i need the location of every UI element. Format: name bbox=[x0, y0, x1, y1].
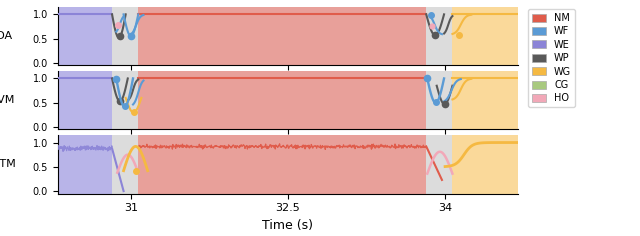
Bar bbox=[426, 135, 452, 194]
Bar bbox=[138, 71, 426, 129]
Bar bbox=[426, 71, 452, 129]
Bar bbox=[58, 7, 112, 65]
Bar bbox=[452, 7, 518, 65]
Bar bbox=[426, 7, 452, 65]
Y-axis label: LDA: LDA bbox=[0, 31, 13, 41]
Y-axis label: LSTM: LSTM bbox=[0, 159, 17, 169]
Y-axis label: SVM: SVM bbox=[0, 95, 14, 105]
Bar bbox=[58, 71, 112, 129]
Bar bbox=[452, 135, 518, 194]
X-axis label: Time (s): Time (s) bbox=[262, 219, 314, 232]
Bar bbox=[138, 7, 426, 65]
Bar bbox=[112, 7, 138, 65]
Bar bbox=[138, 135, 426, 194]
Bar bbox=[112, 135, 138, 194]
Legend: NM, WF, WE, WP, WG, CG, HO: NM, WF, WE, WP, WG, CG, HO bbox=[528, 9, 575, 107]
Bar bbox=[452, 71, 518, 129]
Bar bbox=[112, 71, 138, 129]
Bar bbox=[58, 135, 112, 194]
